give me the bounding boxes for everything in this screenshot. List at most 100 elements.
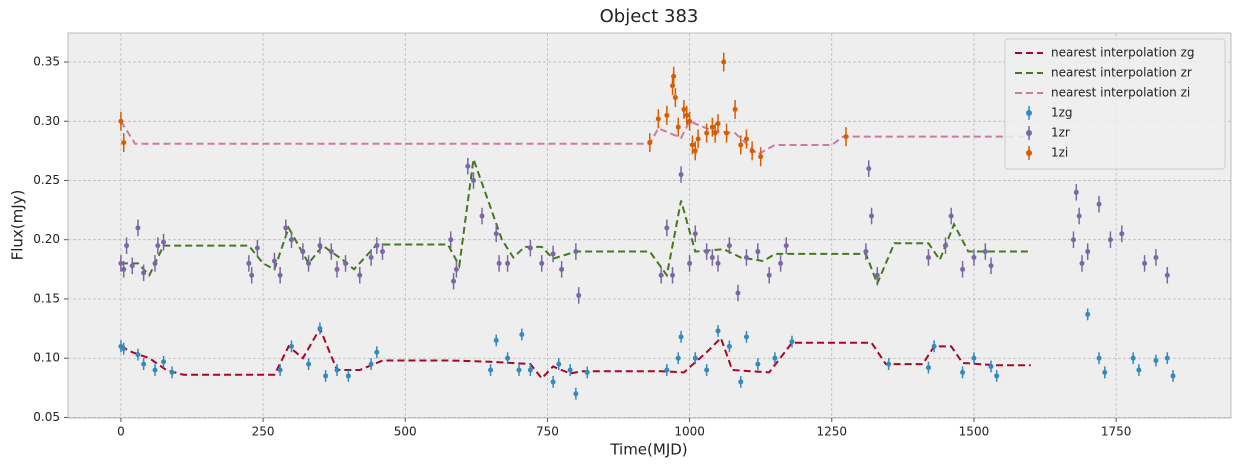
data-point — [988, 263, 994, 269]
data-point — [289, 343, 295, 349]
data-point — [121, 140, 127, 146]
data-point — [925, 365, 931, 371]
data-point — [692, 355, 698, 361]
chart-title: Object 383 — [600, 6, 699, 27]
data-point — [647, 140, 653, 146]
data-point — [931, 343, 937, 349]
data-point — [988, 363, 994, 369]
data-point — [715, 328, 721, 334]
data-point — [704, 130, 710, 136]
data-point — [925, 254, 931, 260]
y-tick-label: 0.35 — [33, 55, 60, 69]
y-tick-label: 0.25 — [33, 173, 60, 187]
data-point — [539, 260, 545, 266]
data-point — [550, 251, 556, 257]
data-point — [982, 249, 988, 255]
data-point — [451, 278, 457, 284]
data-point — [755, 249, 761, 255]
data-point — [118, 260, 124, 266]
data-point — [374, 349, 380, 355]
data-point — [334, 367, 340, 373]
data-point — [1102, 369, 1108, 375]
data-point — [971, 254, 977, 260]
data-point — [658, 272, 664, 278]
legend: nearest interpolation zg nearest interpol… — [1004, 38, 1226, 170]
data-point — [709, 254, 715, 260]
data-point — [317, 326, 323, 332]
data-point — [738, 142, 744, 148]
legend-swatch — [1026, 150, 1032, 156]
data-point — [866, 166, 872, 172]
data-point — [479, 213, 485, 219]
data-point — [121, 346, 127, 352]
y-axis-label: Flux(mJy) — [9, 190, 27, 261]
x-tick-label: 250 — [252, 425, 275, 439]
data-point — [374, 243, 380, 249]
data-point — [863, 249, 869, 255]
data-point — [1153, 358, 1159, 364]
data-point — [886, 361, 892, 367]
data-point — [141, 361, 147, 367]
data-point — [345, 373, 351, 379]
data-point — [527, 245, 533, 251]
y-tick-label: 0.10 — [33, 351, 60, 365]
data-point — [726, 343, 732, 349]
data-point — [249, 272, 255, 278]
x-tick-label: 0 — [117, 425, 125, 439]
data-point — [1153, 254, 1159, 260]
data-point — [465, 163, 471, 169]
data-point — [254, 245, 260, 251]
data-point — [766, 272, 772, 278]
data-point — [1130, 355, 1136, 361]
data-point — [778, 260, 784, 266]
data-point — [689, 142, 695, 148]
data-point — [675, 355, 681, 361]
data-point — [516, 367, 522, 373]
y-tick-label: 0.15 — [33, 291, 60, 305]
data-point — [687, 118, 693, 124]
data-point — [1085, 249, 1091, 255]
data-point — [277, 367, 283, 373]
legend-swatch — [1026, 110, 1032, 116]
y-tick-label: 0.30 — [33, 114, 60, 128]
data-point — [488, 367, 494, 373]
data-point — [664, 112, 670, 118]
data-point — [152, 367, 158, 373]
data-point — [869, 213, 875, 219]
data-point — [277, 272, 283, 278]
data-point — [379, 249, 385, 255]
data-point — [505, 260, 511, 266]
x-tick-label: 1750 — [1101, 425, 1132, 439]
data-point — [1073, 189, 1079, 195]
data-point — [550, 379, 556, 385]
data-point — [715, 260, 721, 266]
data-point — [328, 249, 334, 255]
data-point — [129, 263, 135, 269]
data-point — [704, 367, 710, 373]
x-tick-label: 500 — [394, 425, 417, 439]
data-point — [704, 249, 710, 255]
data-point — [453, 266, 459, 272]
data-point — [664, 225, 670, 231]
data-point — [1170, 373, 1176, 379]
data-point — [1096, 201, 1102, 207]
data-point — [271, 258, 277, 264]
legend-label: nearest interpolation zr — [1051, 66, 1192, 80]
data-point — [118, 118, 124, 124]
data-point — [724, 130, 730, 136]
legend-label: 1zi — [1051, 146, 1068, 160]
data-point — [755, 361, 761, 367]
data-point — [1079, 260, 1085, 266]
data-point — [843, 134, 849, 140]
data-point — [584, 369, 590, 375]
data-point — [1164, 355, 1170, 361]
data-point — [1142, 260, 1148, 266]
data-point — [692, 148, 698, 154]
data-point — [519, 331, 525, 337]
data-point — [749, 148, 755, 154]
legend-box — [1004, 38, 1226, 170]
data-point — [772, 355, 778, 361]
data-point — [556, 361, 562, 367]
data-point — [735, 290, 741, 296]
